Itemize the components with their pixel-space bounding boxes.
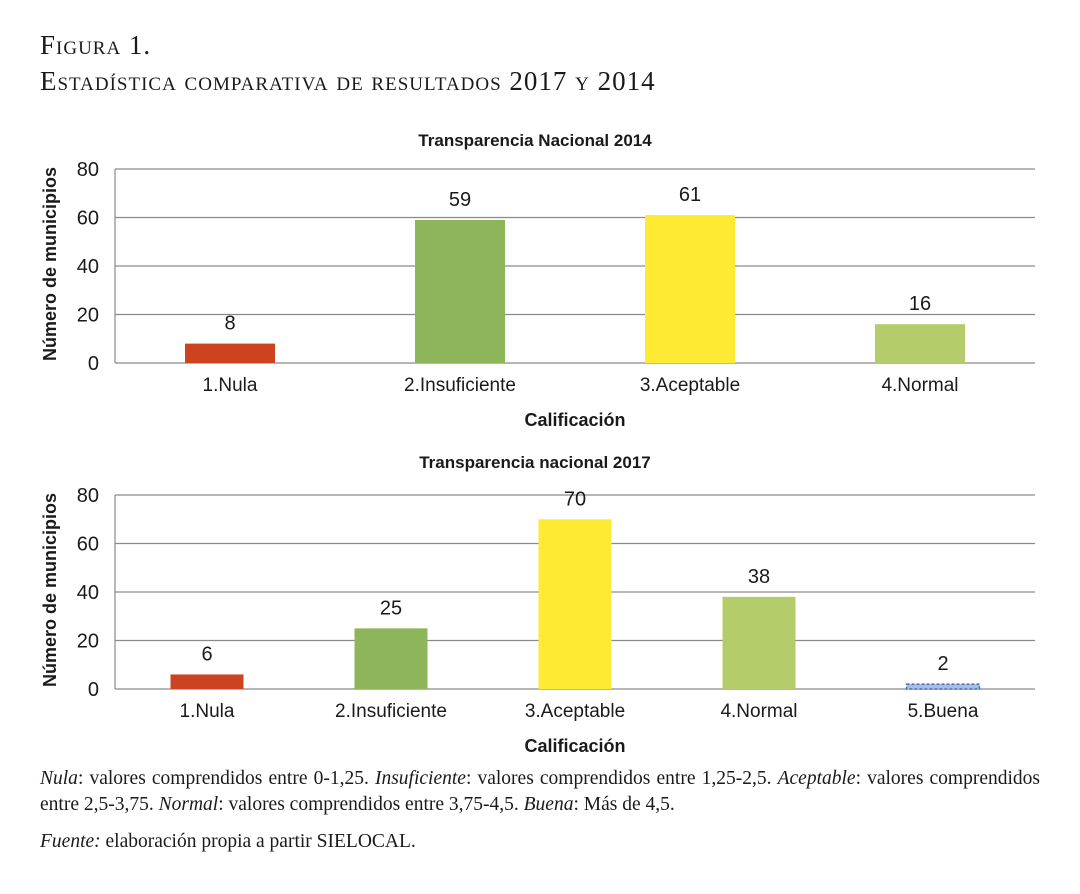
data-label: 2 — [937, 653, 948, 675]
note-text-insuficiente: : valores comprendidos entre 1,25-2,5. — [465, 768, 778, 789]
legend-notes: Nula: valores comprendidos entre 0-1,25.… — [40, 766, 1040, 818]
x-tick-label: 1.Nula — [180, 701, 235, 722]
y-tick-label: 60 — [77, 534, 99, 556]
data-label: 16 — [909, 293, 931, 315]
chart-title: Transparencia Nacional 2014 — [418, 131, 652, 150]
x-axis-label: Calificación — [524, 736, 625, 756]
bar-insuficiente — [415, 219, 505, 363]
note-text-buena: : Más de 4,5. — [573, 794, 675, 815]
data-label: 6 — [201, 643, 212, 665]
data-label: 59 — [449, 189, 471, 211]
x-tick-label: 3.Aceptable — [525, 701, 625, 722]
note-term-nula: Nula — [40, 768, 78, 789]
y-tick-label: 20 — [77, 631, 99, 653]
data-label: 25 — [380, 597, 402, 619]
x-tick-label: 4.Normal — [881, 375, 958, 396]
data-label: 8 — [224, 313, 235, 335]
x-tick-label: 3.Aceptable — [640, 375, 740, 396]
source-term: Fuente: — [40, 831, 101, 852]
y-axis-label: Número de municipios — [40, 493, 60, 687]
bar-normal — [875, 324, 965, 363]
y-tick-label: 0 — [88, 353, 99, 375]
y-tick-label: 80 — [77, 159, 99, 181]
note-text-normal: : valores comprendidos entre 3,75-4,5. — [218, 794, 524, 815]
data-label: 38 — [748, 566, 770, 588]
bar-insuficiente — [354, 628, 428, 689]
note-text-aceptable: : valores comprendidos entre 2,5-3,75. — [40, 768, 1041, 815]
chart-title: Transparencia nacional 2017 — [419, 453, 651, 472]
x-tick-label: 5.Buena — [908, 701, 979, 722]
x-axis-label: Calificación — [524, 410, 625, 430]
y-tick-label: 60 — [77, 208, 99, 230]
source-text: elaboración propia a partir SIELOCAL. — [100, 831, 416, 852]
x-tick-label: 2.Insuficiente — [404, 375, 516, 396]
note-term-aceptable: Aceptable — [777, 768, 856, 789]
figure-title: Estadística comparativa de resultados 20… — [40, 66, 656, 96]
note-term-insuficiente: Insuficiente — [374, 768, 466, 789]
note-text-nula: : valores comprendidos entre 0-1,25. — [77, 768, 375, 789]
y-axis-label: Número de municipios — [40, 167, 60, 361]
figure-label: Figura 1. — [40, 30, 152, 60]
bar-nula — [185, 343, 275, 363]
x-tick-label: 4.Normal — [720, 701, 797, 722]
y-tick-label: 80 — [77, 485, 99, 507]
x-tick-label: 1.Nula — [203, 375, 258, 396]
bar-aceptable — [538, 519, 612, 689]
bar-nula — [170, 674, 244, 689]
y-tick-label: 20 — [77, 305, 99, 327]
data-label: 70 — [564, 488, 586, 510]
y-tick-label: 0 — [88, 679, 99, 701]
bar-normal — [722, 596, 796, 689]
y-tick-label: 40 — [77, 582, 99, 604]
bar-buena — [905, 683, 981, 690]
bar-aceptable — [645, 215, 735, 363]
data-label: 61 — [679, 184, 701, 206]
bar-chart-2014: Transparencia Nacional 2014 0 20 40 60 80 8 1.N… — [40, 131, 1035, 430]
y-tick-label: 40 — [77, 256, 99, 278]
note-term-buena: Buena — [523, 794, 574, 815]
bar-chart-2017: Transparencia nacional 2017 0 20 40 60 80 6 1.N… — [40, 453, 1035, 756]
x-tick-label: 2.Insuficiente — [335, 701, 447, 722]
source-note: Fuente: elaboración propia a partir SIEL… — [40, 829, 1040, 855]
note-term-normal: Normal — [158, 794, 219, 815]
